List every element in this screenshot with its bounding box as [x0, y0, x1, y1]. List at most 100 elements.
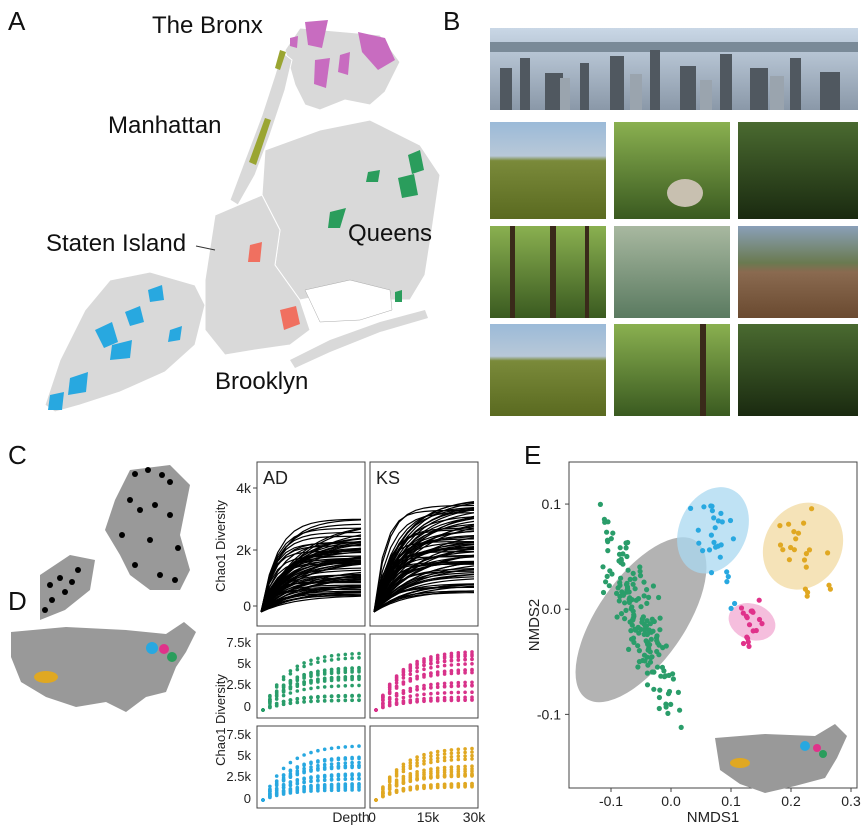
rarefaction-point: [415, 688, 419, 692]
nmds-point: [622, 616, 628, 622]
rarefaction-point: [442, 669, 447, 674]
nmds-point: [713, 544, 719, 550]
rarefaction-point: [435, 691, 440, 695]
rarefaction-point: [449, 784, 454, 788]
rarefaction-point: [456, 662, 461, 667]
rarefaction-point: [329, 777, 334, 782]
rarefaction-point: [336, 784, 341, 789]
rarefaction-point: [343, 777, 348, 781]
rarefaction-curve: [373, 502, 475, 613]
nmds-point: [663, 673, 669, 679]
rarefaction-point: [422, 686, 426, 691]
rarefaction-point: [288, 780, 293, 784]
rarefaction-point: [415, 661, 419, 666]
rarefaction-point: [274, 702, 279, 706]
nmds-point: [631, 639, 637, 645]
nmds-point: [603, 579, 609, 585]
rarefaction-point: [274, 694, 279, 699]
rarefaction-point: [463, 662, 467, 666]
rarefaction-point: [322, 679, 327, 683]
nmds-point: [826, 582, 832, 588]
rarefaction-point: [449, 765, 454, 769]
rarefaction-point: [261, 798, 265, 802]
rarefaction-point: [350, 776, 354, 781]
rarefaction-point: [408, 761, 413, 765]
chao-ytick-label: 7.5k: [226, 635, 251, 650]
rarefaction-point: [357, 744, 361, 748]
rarefaction-point: [295, 700, 300, 705]
rarefaction-point: [422, 696, 426, 701]
nmds-ordination-plot: -0.1 0.0 0.1 0.2 0.3 0.1 0.0 -0.1 NMDS1 NMDS2: [526, 461, 861, 825]
nmds-point: [695, 527, 701, 533]
rarefaction-point: [350, 683, 354, 688]
rarefaction-point: [442, 755, 447, 760]
rarefaction-point: [316, 669, 320, 674]
nmds-point: [646, 594, 652, 600]
rarefaction-point: [387, 702, 392, 707]
rarefaction-point: [274, 792, 279, 796]
rarefaction-point: [343, 694, 348, 698]
rarefaction-point: [429, 760, 433, 765]
chao-ytick-label: 2k: [236, 542, 252, 558]
rarefaction-point: [442, 695, 447, 700]
rarefaction-point: [295, 684, 300, 688]
rarefaction-point: [408, 672, 413, 676]
rarefaction-point: [449, 658, 454, 663]
nmds-point: [640, 657, 646, 664]
rarefaction-point: [387, 786, 392, 791]
rarefaction-point: [329, 785, 334, 789]
rarefaction-point: [302, 769, 306, 774]
nmds-point: [626, 646, 632, 652]
rarefaction-point: [463, 750, 467, 755]
rarefaction-point: [350, 666, 354, 670]
rarefaction-point: [408, 787, 413, 791]
rarefaction-point: [415, 697, 419, 702]
rarefaction-point: [415, 755, 419, 759]
nmds-point: [677, 707, 683, 713]
nmds-point: [756, 616, 763, 623]
rarefaction-point: [387, 683, 392, 687]
habitat-photo-7: [490, 324, 606, 416]
rarefaction-point: [442, 654, 447, 659]
rarefaction-point: [268, 784, 272, 789]
nmds-point: [753, 627, 759, 634]
rarefaction-point: [288, 760, 293, 765]
nmds-ytick-label: 0.0: [542, 601, 562, 617]
rarefaction-point: [302, 780, 306, 784]
nmds-point: [645, 662, 651, 668]
rarefaction-point: [456, 757, 461, 762]
rarefaction-point: [343, 656, 348, 661]
rarefaction-curve: [373, 570, 475, 613]
site-green: [167, 652, 177, 662]
nmds-point: [663, 701, 669, 707]
rarefaction-point: [316, 656, 320, 661]
nmds-point: [663, 643, 669, 649]
rarefaction-point: [322, 685, 327, 689]
nmds-point: [604, 573, 610, 579]
label-queens: Queens: [348, 220, 433, 247]
rarefaction-point: [470, 690, 474, 694]
rarefaction-point: [408, 686, 413, 691]
rarefaction-point: [456, 653, 461, 657]
nmds-point: [625, 567, 631, 573]
nmds-point: [630, 581, 636, 587]
nmds-point: [730, 536, 736, 542]
rarefaction-point: [470, 662, 474, 666]
queens-landmass: [261, 119, 440, 301]
rarefaction-point: [309, 750, 313, 755]
rarefaction-point: [322, 762, 327, 767]
rarefaction-point: [394, 789, 399, 794]
rarefaction-point: [456, 684, 461, 688]
rarefaction-point: [463, 772, 467, 776]
nmds-point: [609, 571, 615, 577]
rarefaction-point: [322, 773, 327, 778]
rarefaction-point: [357, 694, 361, 698]
panel-label-e: E: [524, 440, 542, 470]
nmds-point: [656, 694, 662, 701]
rarefaction-point: [442, 659, 447, 663]
rarefaction-curve: [373, 565, 475, 613]
rarefaction-point: [268, 791, 272, 796]
rarefaction-point: [336, 761, 341, 766]
nmds-point: [641, 593, 647, 599]
rarefaction-point: [429, 751, 433, 755]
